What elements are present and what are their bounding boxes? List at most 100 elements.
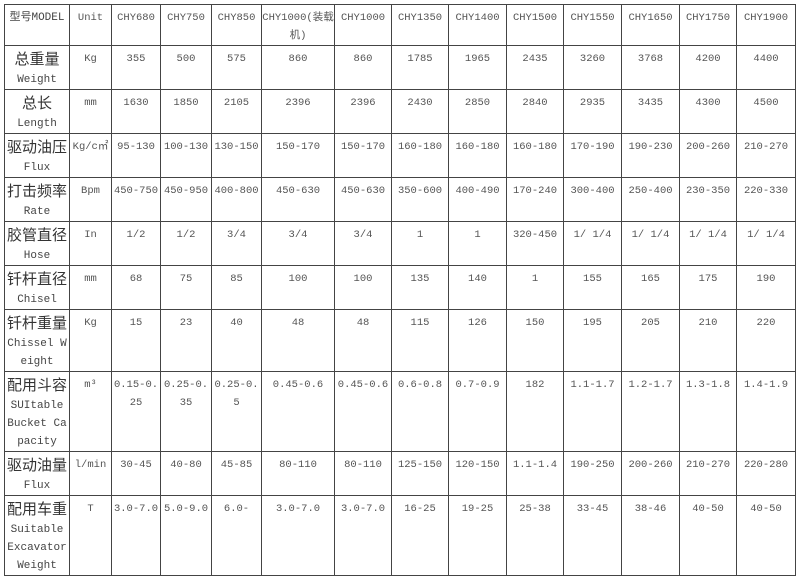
value-cell: 126 <box>448 309 507 372</box>
value-cell: 160-180 <box>506 133 564 178</box>
value-cell: 400-490 <box>448 177 507 222</box>
value-cell: 3/4 <box>211 221 262 266</box>
parameter-name-en: Length <box>17 118 57 130</box>
value-cell: 155 <box>563 265 622 310</box>
value-cell: 4200 <box>679 45 737 90</box>
value-cell: 1.2-1.7 <box>621 371 680 452</box>
value-cell: 150-170 <box>261 133 335 178</box>
value-cell: 40-50 <box>736 495 796 576</box>
model-name-cell: CHY1400 <box>448 4 507 46</box>
parameter-label-cell: 钎杆重量 Chissel Weight <box>4 309 70 372</box>
parameter-label-cell: 钎杆直径 Chisel <box>4 265 70 310</box>
parameter-name-en: Hose <box>23 250 51 262</box>
value-cell: 48 <box>261 309 335 372</box>
value-cell: 190 <box>736 265 796 310</box>
table-row: 钎杆直径 Chisel mm 68 75 85 100 100 135 140 1 155 165 175… <box>4 265 796 310</box>
value-cell: 80-110 <box>334 451 392 496</box>
value-cell: 3/4 <box>261 221 335 266</box>
value-cell: 220-330 <box>736 177 796 222</box>
value-cell: 1.1-1.4 <box>506 451 564 496</box>
value-cell: 3.0-7.0 <box>111 495 161 576</box>
value-cell: 170-240 <box>506 177 564 222</box>
value-cell: 210 <box>679 309 737 372</box>
value-cell: 170-190 <box>563 133 622 178</box>
value-cell: 25-38 <box>506 495 564 576</box>
value-cell: 350-600 <box>391 177 449 222</box>
unit-cell: mm <box>69 89 112 134</box>
value-cell: 1 <box>506 265 564 310</box>
parameter-label-cell: 打击频率 Rate <box>4 177 70 222</box>
spec-table: 型号MODEL Unit CHY680 CHY750 CHY850 CHY1000(装载机… <box>4 4 796 576</box>
unit-cell: In <box>69 221 112 266</box>
unit-cell: Kg/c㎡ <box>69 133 112 178</box>
value-cell: 210-270 <box>736 133 796 178</box>
value-cell: 1/ 1/4 <box>563 221 622 266</box>
value-cell: 200-260 <box>621 451 680 496</box>
parameter-label-cell: 配用车重 Suitable Excavator Weight <box>4 495 70 576</box>
parameter-name-en: Rate <box>23 206 51 218</box>
value-cell: 210-270 <box>679 451 737 496</box>
value-cell: 0.45-0.6 <box>261 371 335 452</box>
table-row: 配用车重 Suitable Excavator Weight T 3.0-7.0 5.0… <box>4 495 796 576</box>
table-row: 钎杆重量 Chissel Weight Kg 15 23 40 48 48 115 126 150 1… <box>4 309 796 372</box>
value-cell: 23 <box>160 309 212 372</box>
value-cell: 200-260 <box>679 133 737 178</box>
table-row: 打击频率 Rate Bpm 450-750 450-950 400-800 450-630 4… <box>4 177 796 222</box>
unit-header-cell: Unit <box>69 4 112 46</box>
model-name-cell: CHY1000(装载机) <box>261 4 335 46</box>
value-cell: 68 <box>111 265 161 310</box>
value-cell: 140 <box>448 265 507 310</box>
table-row: 总长 Length mm 1630 1850 2105 2396 2396 2430 2850 28… <box>4 89 796 134</box>
value-cell: 19-25 <box>448 495 507 576</box>
value-cell: 0.15-0.25 <box>111 371 161 452</box>
value-cell: 230-350 <box>679 177 737 222</box>
value-cell: 175 <box>679 265 737 310</box>
unit-cell: Bpm <box>69 177 112 222</box>
value-cell: 2850 <box>448 89 507 134</box>
value-cell: 575 <box>211 45 262 90</box>
value-cell: 150-170 <box>334 133 392 178</box>
value-cell: 3/4 <box>334 221 392 266</box>
value-cell: 6.0- <box>211 495 262 576</box>
parameter-label-cell: 总重量 Weight <box>4 45 70 90</box>
unit-cell: l/min <box>69 451 112 496</box>
value-cell: 80-110 <box>261 451 335 496</box>
model-name-cell: CHY1350 <box>391 4 449 46</box>
value-cell: 125-150 <box>391 451 449 496</box>
unit-cell: m³ <box>69 371 112 452</box>
value-cell: 130-150 <box>211 133 262 178</box>
parameter-name-cn: 总长 <box>21 94 52 112</box>
header-row: 型号MODEL Unit CHY680 CHY750 CHY850 CHY1000(装载机… <box>4 4 796 46</box>
model-name-cell: CHY1650 <box>621 4 680 46</box>
value-cell: 3.0-7.0 <box>261 495 335 576</box>
value-cell: 250-400 <box>621 177 680 222</box>
unit-cell: Kg <box>69 45 112 90</box>
value-cell: 1/2 <box>160 221 212 266</box>
value-cell: 30-45 <box>111 451 161 496</box>
value-cell: 1.3-1.8 <box>679 371 737 452</box>
parameter-name-en: Flux <box>23 162 51 174</box>
parameter-label-cell: 胶管直径 Hose <box>4 221 70 266</box>
unit-cell: T <box>69 495 112 576</box>
value-cell: 0.25-0.5 <box>211 371 262 452</box>
parameter-name-en: Chisel <box>17 294 57 306</box>
value-cell: 160-180 <box>448 133 507 178</box>
value-cell: 1/ 1/4 <box>679 221 737 266</box>
value-cell: 0.25-0.35 <box>160 371 212 452</box>
value-cell: 160-180 <box>391 133 449 178</box>
parameter-name-en: SUItable Bucket Capacity <box>7 400 67 448</box>
value-cell: 1/ 1/4 <box>621 221 680 266</box>
parameter-label-cell: 驱动油压 Flux <box>4 133 70 178</box>
value-cell: 4500 <box>736 89 796 134</box>
parameter-label-cell: 总长 Length <box>4 89 70 134</box>
value-cell: 860 <box>334 45 392 90</box>
value-cell: 33-45 <box>563 495 622 576</box>
model-name-cell: CHY680 <box>111 4 161 46</box>
value-cell: 4300 <box>679 89 737 134</box>
value-cell: 48 <box>334 309 392 372</box>
parameter-name-en: Weight <box>17 74 57 86</box>
model-name-cell: CHY750 <box>160 4 212 46</box>
parameter-name-cn: 打击频率 <box>6 182 67 200</box>
value-cell: 40-50 <box>679 495 737 576</box>
value-cell: 450-630 <box>261 177 335 222</box>
